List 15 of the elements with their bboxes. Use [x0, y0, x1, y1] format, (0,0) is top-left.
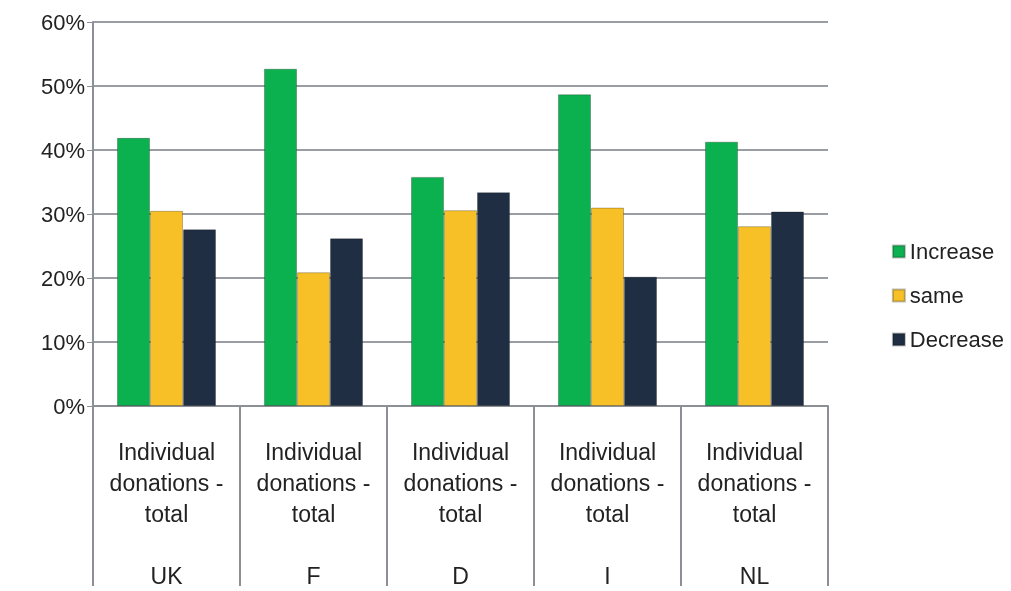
category-label: Individual donations - total D [403, 438, 518, 589]
category-label: Individual donations - total NL [697, 438, 812, 589]
y-tick-label: 30% [40, 201, 85, 227]
y-tick-label: 10% [40, 329, 85, 355]
y-tick-label: 60% [40, 9, 85, 35]
legend-label: Decrease [909, 327, 1004, 352]
y-tick-label: 0% [53, 393, 85, 419]
legend-label: same [909, 283, 964, 308]
y-tick-label: 50% [40, 73, 85, 99]
category-label: Individual donations - total UK [109, 438, 224, 589]
y-tick-label: 40% [40, 137, 85, 163]
category-label: Individual donations - total F [256, 438, 371, 589]
y-tick-label: 20% [40, 265, 85, 291]
legend-label: Increase [909, 239, 995, 264]
category-label: Individual donations - total I [550, 438, 665, 589]
